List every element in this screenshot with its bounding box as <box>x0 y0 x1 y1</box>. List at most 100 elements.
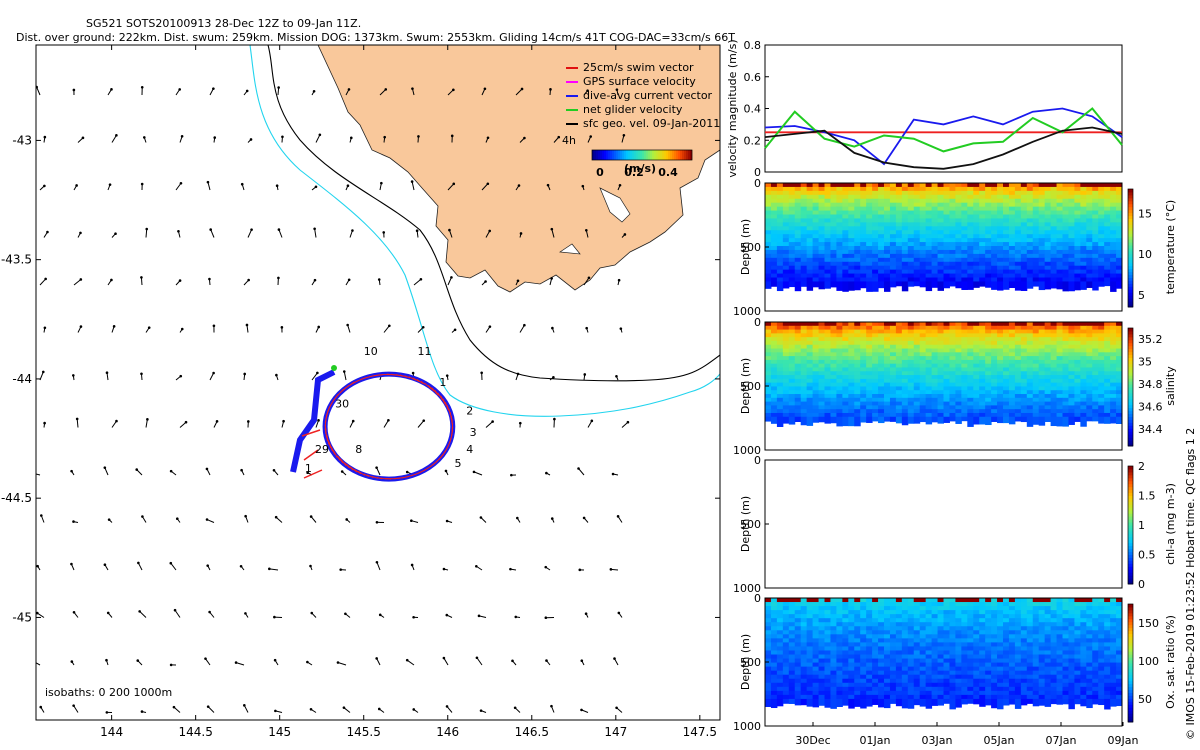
profile-cell <box>889 390 897 395</box>
profile-cell <box>1038 397 1046 403</box>
profile-cell <box>901 222 909 227</box>
profile-cell <box>1020 238 1028 243</box>
profile-cell <box>824 650 831 656</box>
profile-cell <box>830 397 837 403</box>
profile-cell <box>884 257 891 263</box>
profile-cell <box>860 249 867 255</box>
profile-cell <box>1110 394 1117 399</box>
profile-cell <box>925 394 933 399</box>
profile-cell <box>860 378 867 384</box>
profile-cell <box>907 214 915 220</box>
profile-cell <box>1110 198 1117 204</box>
profile-cell <box>782 333 790 338</box>
profile-cell <box>919 626 927 631</box>
profile-cell <box>919 329 927 334</box>
profile-cell <box>979 273 986 279</box>
profile-cell <box>765 359 772 365</box>
profile-cell <box>997 273 1004 279</box>
quiver-arrow <box>36 473 41 476</box>
profile-cell <box>1068 363 1075 369</box>
swim-vector <box>336 455 341 461</box>
profile-cell <box>937 246 944 251</box>
profile-cell <box>1008 638 1016 644</box>
profile-cell <box>1080 386 1087 391</box>
profile-cell <box>1110 218 1117 223</box>
profile-cell <box>925 234 933 239</box>
profile-cell <box>955 409 962 414</box>
colorbar-cell <box>1128 536 1133 541</box>
profile-cell <box>919 249 927 255</box>
profile-cell <box>884 371 891 376</box>
profile-cell <box>794 412 802 418</box>
profile-cell <box>997 386 1004 391</box>
swim-vector <box>339 458 347 466</box>
profile-cell <box>895 397 903 403</box>
profile-cell <box>991 242 998 247</box>
profile-cell <box>1098 344 1105 350</box>
profile-cell <box>794 598 802 603</box>
profile-cell <box>872 405 879 410</box>
profile-cell <box>1032 622 1040 627</box>
quiver-head <box>347 88 351 91</box>
profile-cell <box>800 602 808 607</box>
profile-cell <box>1014 371 1022 376</box>
profile-cell <box>1074 257 1081 263</box>
profile-cell <box>806 622 814 627</box>
profile-cell <box>818 606 825 611</box>
profile-cell <box>1038 242 1046 247</box>
profile-cell <box>997 265 1004 271</box>
profile-cell <box>955 630 962 635</box>
profile-cell <box>1056 650 1063 656</box>
profile-cell <box>1008 626 1016 631</box>
profile-cell <box>1104 206 1111 212</box>
profile-cell <box>782 618 790 623</box>
profile-cell <box>895 222 903 227</box>
profile-cell <box>1056 642 1063 648</box>
quiver-head <box>75 184 78 187</box>
profile-cell <box>824 322 831 327</box>
profile-cell <box>836 650 843 656</box>
day-label: 11 <box>417 345 431 358</box>
profile-cell <box>919 412 927 418</box>
profile-cell <box>1092 646 1099 652</box>
profile-cell <box>931 261 939 267</box>
profile-cell <box>848 257 855 263</box>
profile-cell <box>848 412 855 418</box>
profile-cell <box>931 333 939 338</box>
profile-cell <box>955 344 962 350</box>
profile-cell <box>901 630 909 635</box>
profile-cell <box>866 638 873 644</box>
profile-cell <box>860 386 867 391</box>
profile-cell <box>1003 622 1010 627</box>
profile-cell <box>818 371 825 376</box>
profile-cell <box>854 363 861 369</box>
profile-cell <box>830 412 837 418</box>
quiver-head <box>43 421 46 425</box>
profile-cell <box>765 614 772 619</box>
profile-cell <box>765 646 772 652</box>
profile-cell <box>949 626 956 631</box>
profile-cell <box>1116 626 1123 631</box>
profile-cell <box>1003 226 1010 231</box>
profile-cell <box>818 646 825 652</box>
profile-cell <box>788 401 796 406</box>
profile-cell <box>860 382 867 388</box>
profile-cell <box>782 394 790 399</box>
profile-cell <box>907 352 915 357</box>
colorbar-cell <box>1128 366 1133 370</box>
profile-cell <box>973 190 980 196</box>
profile-cell <box>788 269 796 275</box>
profile-cell <box>872 409 879 414</box>
profile-cell <box>961 218 968 223</box>
profile-cell <box>1104 610 1111 615</box>
profile-cell <box>1038 198 1046 204</box>
profile-cell <box>1008 222 1016 227</box>
profile-cell <box>949 348 956 353</box>
profile-cell <box>1050 257 1058 263</box>
profile-cell <box>1020 325 1028 331</box>
profile-cell <box>884 642 891 648</box>
quiver-head <box>313 227 316 231</box>
colorbar-cell <box>1128 253 1133 258</box>
profile-cell <box>1098 382 1105 388</box>
profile-cell <box>1032 186 1040 192</box>
